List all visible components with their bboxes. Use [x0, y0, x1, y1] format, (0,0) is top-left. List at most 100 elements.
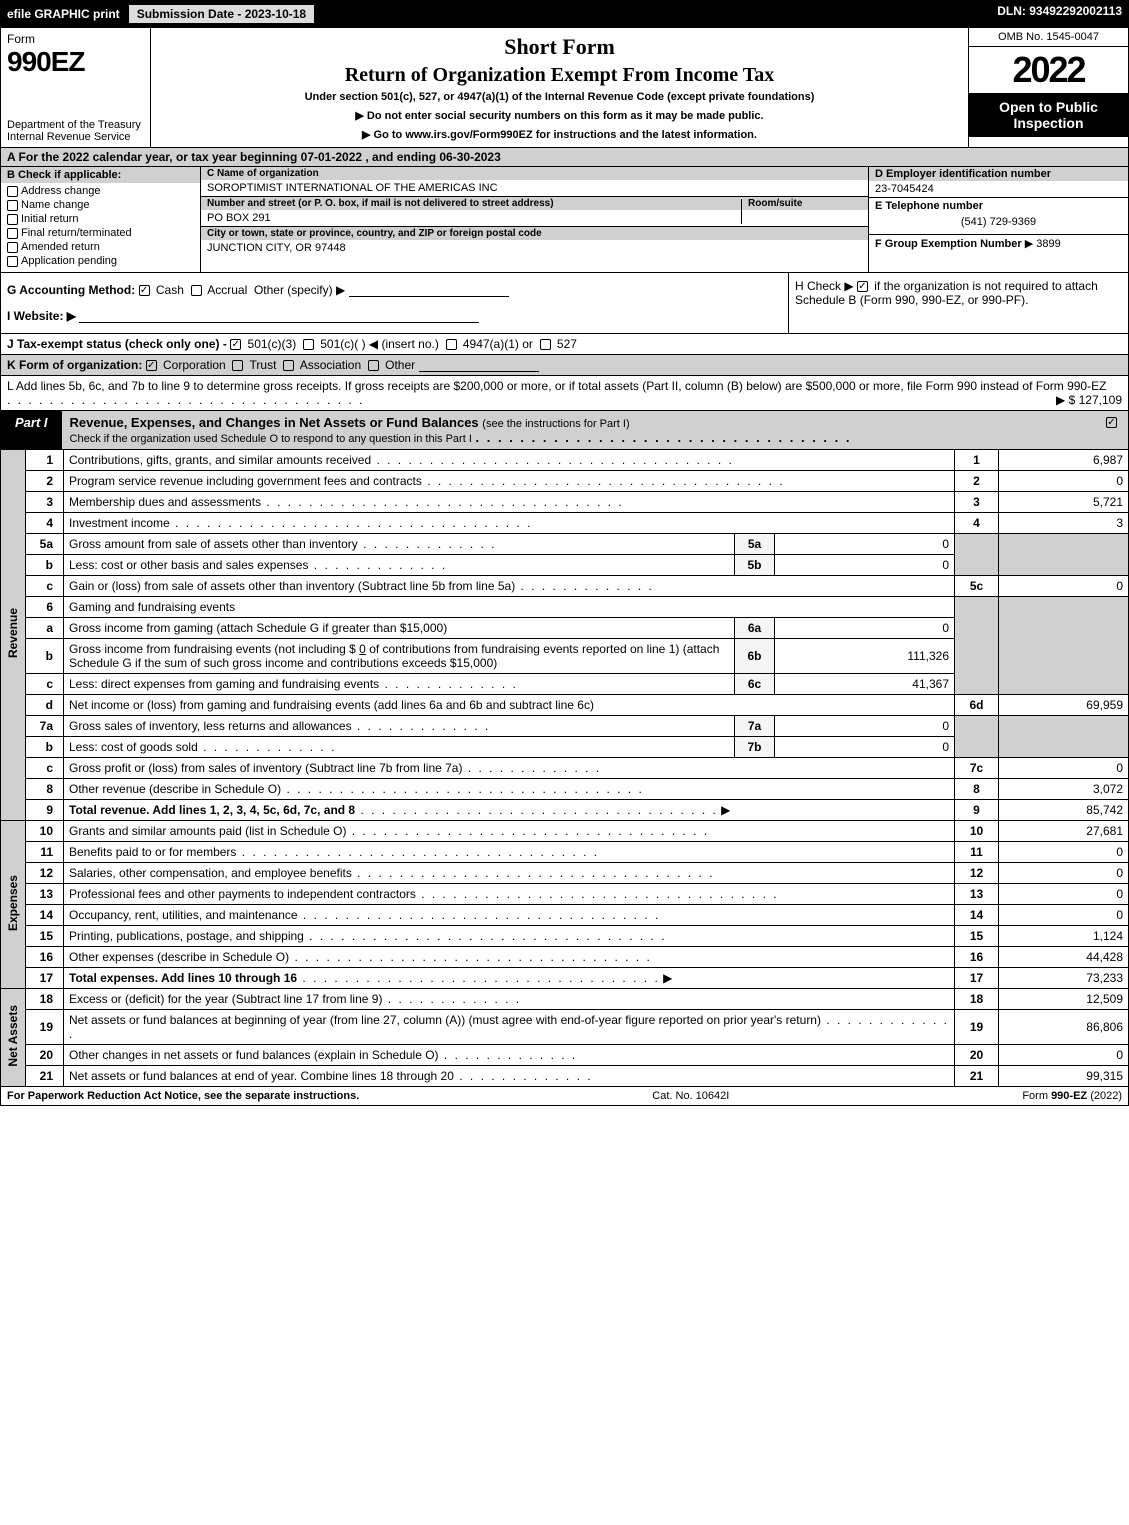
desc-10: Grants and similar amounts paid (list in… [64, 821, 955, 842]
ln-12: 12 [26, 863, 64, 884]
mini-amt-6b: 111,326 [775, 639, 955, 674]
desc-9: Total revenue. Add lines 1, 2, 3, 4, 5c,… [64, 800, 955, 821]
mini-amt-5a: 0 [775, 534, 955, 555]
desc-14: Occupancy, rent, utilities, and maintena… [64, 905, 955, 926]
header-left: Form 990EZ Department of the Treasury In… [1, 28, 151, 147]
amt-9: 85,742 [999, 800, 1129, 821]
chk-h[interactable] [857, 281, 868, 292]
chk-corporation[interactable] [146, 360, 157, 371]
row-j-tax-exempt: J Tax-exempt status (check only one) - 5… [0, 334, 1129, 355]
ln-4: 4 [26, 513, 64, 534]
desc-18: Excess or (deficit) for the year (Subtra… [64, 989, 955, 1010]
desc-5b: Less: cost or other basis and sales expe… [64, 555, 735, 576]
section-bcdef: B Check if applicable: Address change Na… [0, 167, 1129, 273]
ln-6a: a [26, 618, 64, 639]
ln-8: 8 [26, 779, 64, 800]
phone-value: (541) 729-9369 [875, 216, 1122, 228]
footer-left: For Paperwork Reduction Act Notice, see … [7, 1090, 359, 1102]
desc-1: Contributions, gifts, grants, and simila… [64, 450, 955, 471]
side-revenue: Revenue [1, 450, 26, 821]
c-street-label: Number and street (or P. O. box, if mail… [201, 197, 741, 210]
amt-8: 3,072 [999, 779, 1129, 800]
part1-label: Part I [1, 411, 62, 449]
chk-527[interactable] [540, 339, 551, 350]
chk-501c3[interactable] [230, 339, 241, 350]
other-specify-blank[interactable] [349, 283, 509, 297]
desc-6a: Gross income from gaming (attach Schedul… [64, 618, 735, 639]
amt-3: 5,721 [999, 492, 1129, 513]
shade-5-amt [999, 534, 1129, 576]
omb-number: OMB No. 1545-0047 [969, 28, 1128, 47]
ln-17: 17 [26, 968, 64, 989]
mini-amt-5b: 0 [775, 555, 955, 576]
mini-ln-6a: 6a [735, 618, 775, 639]
num-5c: 5c [955, 576, 999, 597]
efile-label[interactable]: efile GRAPHIC print [7, 7, 120, 21]
ein-value: 23-7045424 [875, 183, 1122, 195]
i-website-label: I Website: ▶ [7, 309, 76, 323]
shade-6 [955, 597, 999, 695]
chk-address-change[interactable]: Address change [7, 185, 194, 197]
ln-21: 21 [26, 1066, 64, 1087]
c-name-label: C Name of organization [201, 167, 868, 180]
form-number: 990EZ [7, 46, 144, 78]
e-phone-label: E Telephone number [875, 200, 1122, 212]
num-13: 13 [955, 884, 999, 905]
header-middle: Short Form Return of Organization Exempt… [151, 28, 968, 147]
chk-accrual[interactable] [191, 285, 202, 296]
ln-2: 2 [26, 471, 64, 492]
chk-final-return[interactable]: Final return/terminated [7, 227, 194, 239]
chk-trust[interactable] [232, 360, 243, 371]
chk-4947[interactable] [446, 339, 457, 350]
return-title: Return of Organization Exempt From Incom… [159, 64, 960, 87]
chk-cash[interactable] [139, 285, 150, 296]
chk-name-change[interactable]: Name change [7, 199, 194, 211]
num-14: 14 [955, 905, 999, 926]
chk-501c[interactable] [303, 339, 314, 350]
website-blank[interactable] [79, 309, 479, 323]
amt-10: 27,681 [999, 821, 1129, 842]
ln-5b: b [26, 555, 64, 576]
num-20: 20 [955, 1045, 999, 1066]
c-room-label: Room/suite [742, 197, 868, 210]
amt-20: 0 [999, 1045, 1129, 1066]
mini-ln-5a: 5a [735, 534, 775, 555]
num-7c: 7c [955, 758, 999, 779]
chk-association[interactable] [283, 360, 294, 371]
dln-label: DLN: 93492292002113 [997, 4, 1122, 24]
shade-7-amt [999, 716, 1129, 758]
row-a-tax-year: A For the 2022 calendar year, or tax yea… [0, 148, 1129, 167]
desc-5a: Gross amount from sale of assets other t… [64, 534, 735, 555]
amt-17: 73,233 [999, 968, 1129, 989]
amt-21: 99,315 [999, 1066, 1129, 1087]
chk-application-pending[interactable]: Application pending [7, 255, 194, 267]
desc-4: Investment income [64, 513, 955, 534]
ln-10: 10 [26, 821, 64, 842]
c-city-label: City or town, state or province, country… [201, 227, 868, 240]
desc-7c: Gross profit or (loss) from sales of inv… [64, 758, 955, 779]
side-expenses: Expenses [1, 821, 26, 989]
goto-link[interactable]: Go to www.irs.gov/Form990EZ for instruct… [159, 128, 960, 141]
row-k-form-of-org: K Form of organization: Corporation Trus… [0, 355, 1129, 376]
ln-6d: d [26, 695, 64, 716]
chk-amended-return[interactable]: Amended return [7, 241, 194, 253]
b-header: B Check if applicable: [1, 167, 200, 183]
ln-18: 18 [26, 989, 64, 1010]
desc-16: Other expenses (describe in Schedule O) [64, 947, 955, 968]
desc-21: Net assets or fund balances at end of ye… [64, 1066, 955, 1087]
desc-2: Program service revenue including govern… [64, 471, 955, 492]
open-to-public-badge: Open to Public Inspection [969, 93, 1128, 137]
desc-8: Other revenue (describe in Schedule O) [64, 779, 955, 800]
submission-date-badge: Submission Date - 2023-10-18 [128, 4, 315, 24]
chk-other-org[interactable] [368, 360, 379, 371]
chk-initial-return[interactable]: Initial return [7, 213, 194, 225]
mini-ln-7a: 7a [735, 716, 775, 737]
gross-receipts-amount: ▶ $ 127,109 [1056, 393, 1122, 407]
desc-6b: Gross income from fundraising events (no… [64, 639, 735, 674]
chk-part1-schedule-o[interactable] [1106, 417, 1117, 428]
ln-7a: 7a [26, 716, 64, 737]
num-18: 18 [955, 989, 999, 1010]
shade-5 [955, 534, 999, 576]
col-c-org-info: C Name of organization SOROPTIMIST INTER… [201, 167, 868, 272]
other-org-blank[interactable] [419, 358, 539, 372]
